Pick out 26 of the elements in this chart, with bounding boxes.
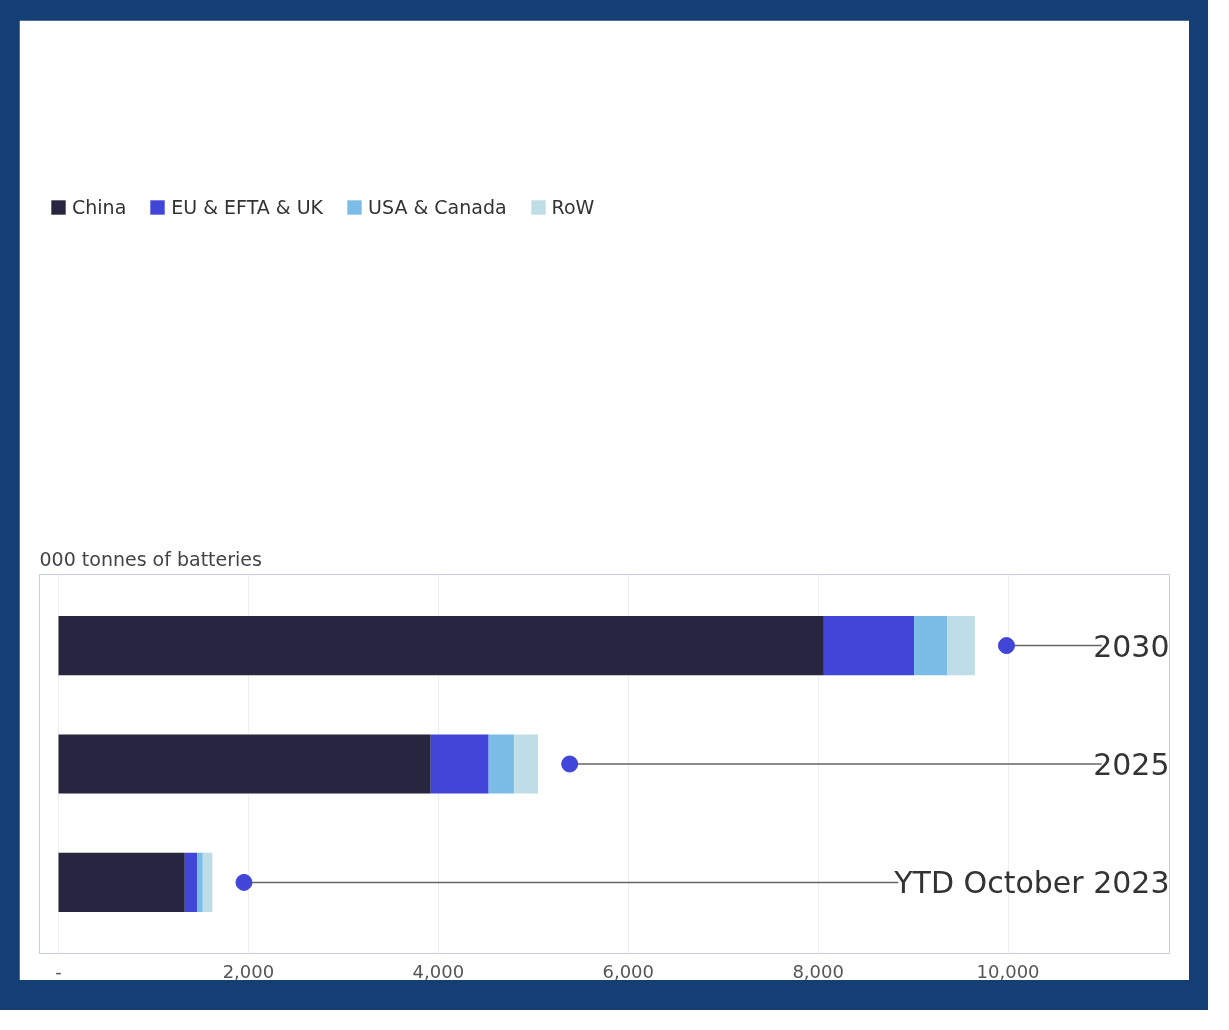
x-tick-label: 6,000 (602, 960, 655, 982)
bar (58, 852, 185, 913)
y-tick-label: 2030 (1093, 628, 1170, 664)
legend-label: China (72, 196, 127, 218)
bar (184, 852, 198, 913)
x-tick-label: - (55, 960, 62, 982)
y-tick-label: 2025 (1093, 747, 1170, 782)
y-axis-title: 000 tonnes of batteries (39, 547, 262, 570)
bar (430, 734, 489, 794)
legend-label: RoW (551, 196, 595, 218)
y-tick-label: YTD October 2023 (893, 864, 1170, 900)
legend-label: EU & EFTA & UK (171, 196, 324, 218)
bar (488, 734, 515, 794)
legend-label: USA & Canada (368, 196, 507, 218)
x-tick-label: 8,000 (792, 960, 844, 982)
bar (202, 852, 213, 913)
bar (514, 734, 539, 794)
bar (823, 615, 915, 676)
bar (58, 734, 431, 794)
bar (947, 615, 975, 676)
x-tick-label: 2,000 (222, 960, 275, 982)
bar (58, 615, 824, 676)
x-tick-label: 4,000 (412, 960, 465, 982)
x-tick-label: 10,000 (976, 960, 1040, 982)
bar (914, 615, 948, 676)
bar (197, 852, 203, 913)
